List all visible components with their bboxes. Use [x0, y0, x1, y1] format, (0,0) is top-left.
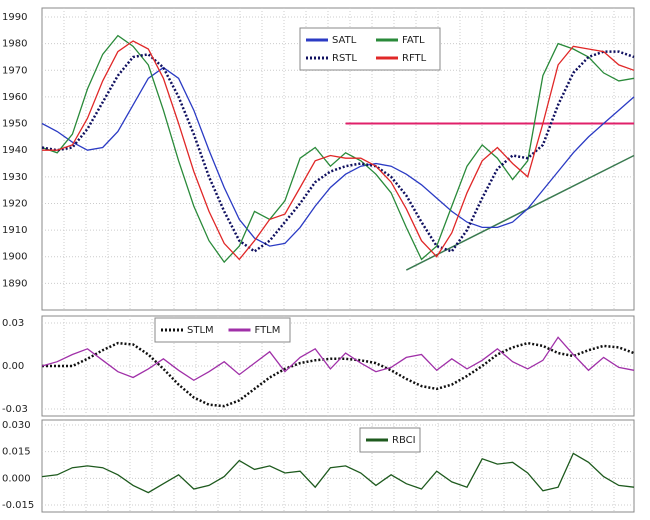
y-tick-label: 0.030 — [2, 420, 31, 431]
series-line — [42, 341, 635, 408]
y-tick-label: 1920 — [2, 198, 27, 209]
y-tick-label: 1910 — [2, 225, 27, 236]
legend-label: RFTL — [402, 53, 427, 64]
y-tick-label: -0.03 — [2, 404, 28, 415]
y-tick-label: 1930 — [2, 172, 27, 183]
y-tick-label: 1950 — [2, 119, 27, 130]
series-line — [41, 452, 635, 494]
y-tick-label: 1990 — [2, 12, 27, 23]
legend-label: RBCI — [392, 435, 416, 446]
y-tick-label: 0.015 — [2, 447, 31, 458]
trendline — [405, 154, 635, 271]
legend-label: STLM — [187, 325, 214, 336]
y-tick-label: 1900 — [2, 252, 27, 263]
panel-frame — [41, 315, 635, 417]
panel-frame — [41, 419, 635, 513]
legend-label: RSTL — [332, 53, 357, 64]
series-line — [41, 336, 635, 382]
series-line — [41, 34, 635, 264]
y-tick-label: 1970 — [2, 65, 27, 76]
legend-label: SATL — [332, 35, 357, 46]
series-line — [41, 66, 635, 247]
legend-label: FTLM — [255, 325, 281, 336]
y-tick-label: 1890 — [2, 278, 27, 289]
legend-label: FATL — [402, 35, 425, 46]
y-tick-label: 1980 — [2, 39, 27, 50]
y-tick-label: 1960 — [2, 92, 27, 103]
y-tick-label: 0.000 — [2, 473, 31, 484]
y-tick-label: -0.015 — [2, 500, 34, 511]
y-tick-label: 0.03 — [2, 318, 24, 329]
series-line — [42, 40, 635, 261]
y-tick-label: 0.00 — [2, 361, 24, 372]
y-tick-label: 1940 — [2, 145, 27, 156]
legend-box — [299, 27, 441, 71]
